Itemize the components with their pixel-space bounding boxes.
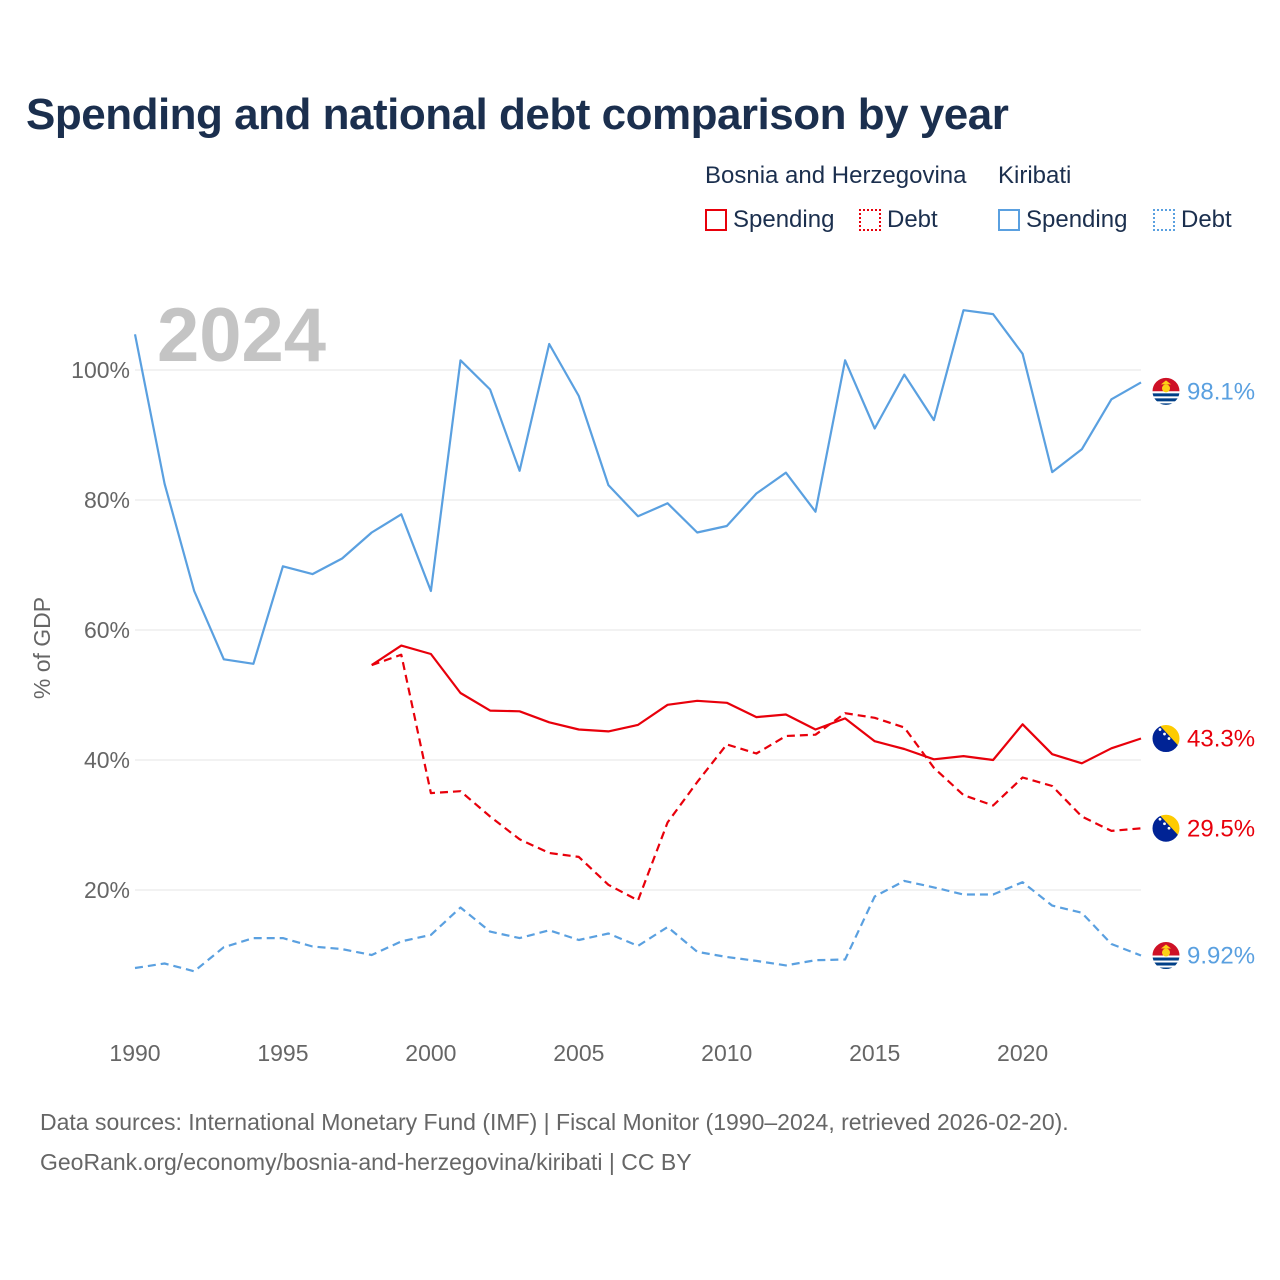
legend-group-kiribati: Kiribati — [998, 162, 1071, 190]
x-tick-label: 2020 — [997, 1040, 1048, 1066]
legend-swatch-solid — [705, 209, 727, 231]
flag-ring — [1151, 376, 1181, 406]
end-value-label: 9.92% — [1187, 943, 1255, 970]
flag-icon — [1152, 377, 1180, 406]
year-watermark: 2024 — [157, 293, 326, 378]
year-watermark-group: 2024 — [157, 293, 326, 378]
end-value-label: 43.3% — [1187, 726, 1255, 753]
legend-item-label: Spending — [1026, 206, 1128, 233]
end-labels: 98.1% 43.3% 29.5% 9.92% — [1151, 376, 1255, 971]
x-tick-label: 2000 — [405, 1040, 456, 1066]
y-tick-label: 100% — [71, 357, 130, 383]
y-axis: 20% 40% 60% 80% 100% — [71, 357, 130, 903]
legend-swatch-solid — [998, 209, 1020, 231]
y-tick-label: 60% — [84, 617, 130, 643]
end-value-label: 29.5% — [1187, 815, 1255, 842]
legend-country-label: Bosnia and Herzegovina — [705, 162, 967, 189]
chart-title: Spending and national debt comparison by… — [26, 90, 1009, 139]
legend-item-label: Debt — [887, 206, 938, 233]
series-line-bosnia-and-herzegovina-spending — [371, 644, 1142, 765]
legend-item-label: Debt — [1181, 206, 1232, 233]
gridlines — [135, 369, 1141, 891]
legend-country-label: Kiribati — [998, 162, 1072, 189]
series-line-bosnia-and-herzegovina-debt — [371, 653, 1142, 902]
y-tick-label: 40% — [84, 747, 130, 773]
flag-ring — [1151, 941, 1181, 971]
series-line-kiribati-debt — [134, 879, 1142, 973]
flag-ring — [1151, 813, 1181, 843]
x-tick-label: 2015 — [849, 1040, 900, 1066]
y-axis-label: % of GDP — [29, 597, 55, 699]
legend-swatch-dotted — [859, 209, 881, 231]
series-lines — [133, 309, 1142, 973]
legend-item-bosnia-debt[interactable]: Debt — [859, 206, 938, 234]
legend-swatch-dotted — [1153, 209, 1175, 231]
x-tick-label: 1990 — [109, 1040, 160, 1066]
flag-icon — [1152, 814, 1180, 843]
legend-group-bosnia: Bosnia and Herzegovina — [705, 162, 967, 190]
legend-item-kiribati-spending[interactable]: Spending — [998, 206, 1127, 234]
legend-item-kiribati-debt[interactable]: Debt — [1153, 206, 1232, 234]
flag-icon — [1152, 724, 1180, 753]
footer-source: Data sources: International Monetary Fun… — [40, 1109, 1069, 1135]
flag-ring — [1151, 724, 1181, 754]
y-tick-label: 20% — [84, 877, 130, 903]
x-tick-label: 1995 — [257, 1040, 308, 1066]
x-tick-label: 2010 — [701, 1040, 752, 1066]
x-tick-label: 2005 — [553, 1040, 604, 1066]
footer-url: GeoRank.org/economy/bosnia-and-herzegovi… — [40, 1149, 692, 1175]
legend-item-bosnia-spending[interactable]: Spending — [705, 206, 834, 234]
series-line-kiribati-spending — [133, 309, 1142, 665]
end-value-label: 98.1% — [1187, 378, 1255, 405]
x-axis: 1990 1995 2000 2005 2010 2015 2020 — [109, 1040, 1048, 1066]
legend-item-label: Spending — [733, 206, 835, 233]
flag-icon — [1152, 941, 1180, 970]
y-tick-label: 80% — [84, 487, 130, 513]
